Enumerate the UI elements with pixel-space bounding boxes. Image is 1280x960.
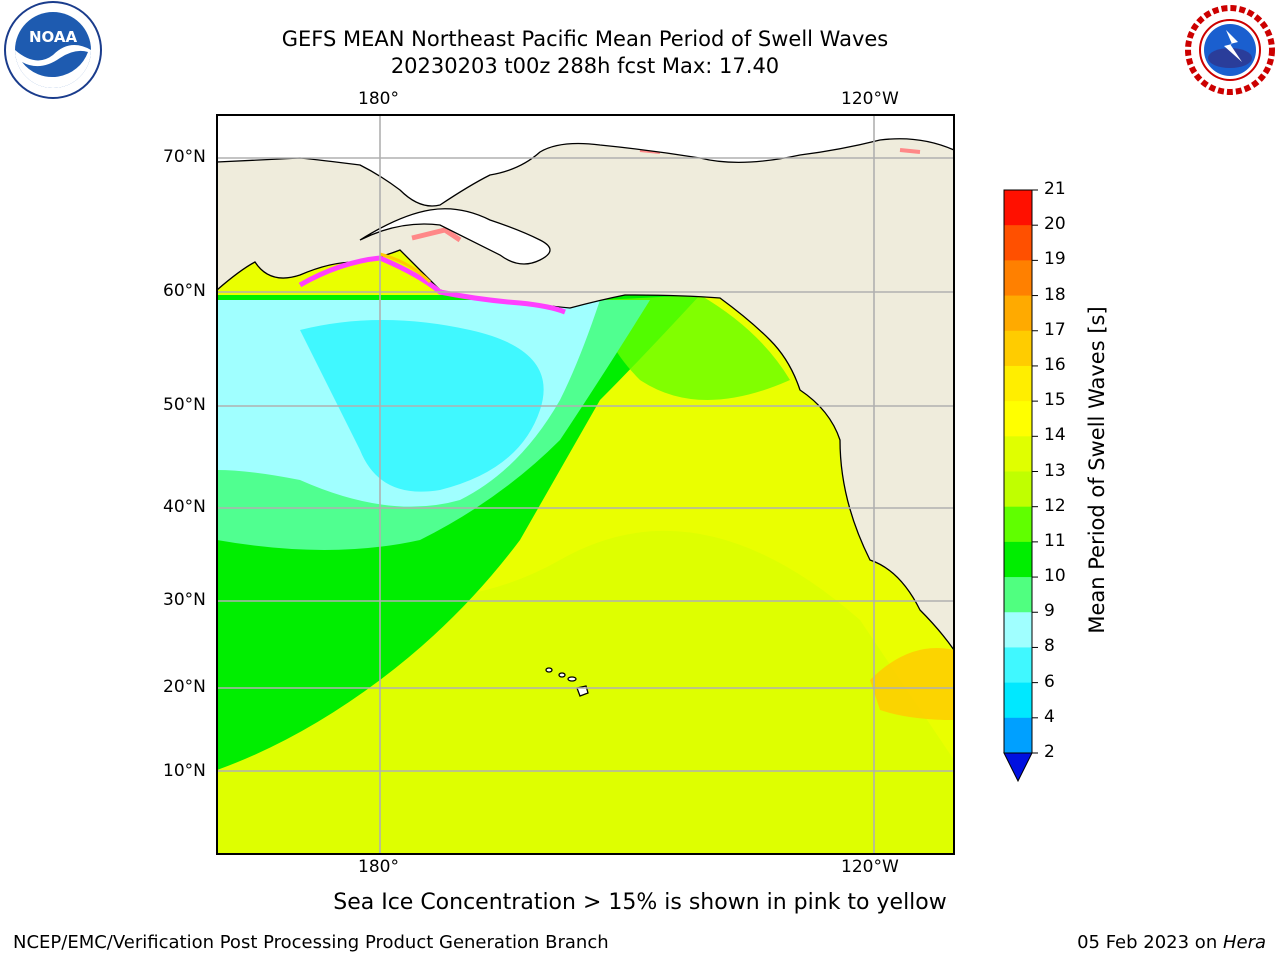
noaa-logo-text: NOAA xyxy=(29,28,78,46)
colorbar-segment xyxy=(1004,330,1032,367)
footer-machine: Hera xyxy=(1222,932,1266,953)
chart-subtitle: 20230203 t00z 288h fcst Max: 17.40 xyxy=(390,54,780,78)
colorbar-tick-label: 4 xyxy=(1044,706,1055,727)
sea-ice-bay xyxy=(411,227,462,243)
colorbar-segment xyxy=(1004,225,1032,261)
lat-label-70n: 70°N xyxy=(163,147,206,167)
colorbar-tick-label: 19 xyxy=(1044,249,1066,270)
colorbar-segment xyxy=(1004,260,1032,297)
colorbar-tick-label: 14 xyxy=(1044,425,1066,446)
graticule xyxy=(217,115,954,854)
colorbar-tick-label: 13 xyxy=(1044,460,1066,481)
colorbar-segment xyxy=(1004,401,1032,437)
colorbar-segment xyxy=(1004,612,1032,648)
chart-title: GEFS MEAN Northeast Pacific Mean Period … xyxy=(281,27,889,51)
colorbar-tick-label: 8 xyxy=(1044,636,1055,657)
noaa-logo: NOAA xyxy=(4,1,102,99)
colorbar-tick-label: 17 xyxy=(1044,319,1066,340)
colorbar-segment xyxy=(1004,471,1032,508)
bottom-lon-label-180: 180° xyxy=(358,857,399,877)
bottom-lon-label-120w: 120°W xyxy=(841,857,899,877)
lat-label-50n: 50°N xyxy=(163,395,206,415)
map-frame xyxy=(216,114,955,855)
lat-label-10n: 10°N xyxy=(163,761,206,781)
colorbar-segment xyxy=(1004,506,1032,543)
colorbar-tick-label: 21 xyxy=(1044,179,1066,199)
colorbar xyxy=(1003,189,1038,783)
land-masses xyxy=(217,115,954,652)
sea-ice-caption: Sea Ice Concentration > 15% is shown in … xyxy=(333,890,947,915)
colorbar-tick-label: 11 xyxy=(1044,530,1066,551)
colorbar-tick-label: 18 xyxy=(1044,284,1066,305)
lat-label-30n: 30°N xyxy=(163,590,206,610)
colorbar-segment xyxy=(1004,190,1032,226)
colorbar-segment xyxy=(1004,577,1032,613)
field-12s-zone xyxy=(600,295,790,400)
colorbar-segment xyxy=(1004,436,1032,472)
colorbar-segment xyxy=(1004,295,1032,332)
bering-water xyxy=(359,208,551,265)
colorbar-segment xyxy=(1004,647,1032,684)
field-16s-zone xyxy=(870,648,954,720)
colorbar-segment xyxy=(1004,541,1032,578)
colorbar-tick-label: 15 xyxy=(1044,390,1066,411)
colorbar-tick-label: 6 xyxy=(1044,671,1055,692)
lat-label-60n: 60°N xyxy=(163,281,206,301)
top-lon-label-180: 180° xyxy=(358,89,399,109)
lat-label-20n: 20°N xyxy=(163,677,206,697)
lat-label-40n: 40°N xyxy=(163,497,206,517)
top-lon-label-120w: 120°W xyxy=(841,89,899,109)
colorbar-under-triangle xyxy=(1003,752,1033,783)
sea-ice-edge-outer xyxy=(379,252,432,284)
nws-logo xyxy=(1184,4,1276,96)
land-north-arctic xyxy=(217,115,954,207)
colorbar-segment xyxy=(1004,365,1032,402)
colorbar-tick-label: 2 xyxy=(1044,742,1055,762)
colorbar-title: Mean Period of Swell Waves [s] xyxy=(1085,306,1109,634)
land-siberia xyxy=(217,115,954,652)
colorbar-tick-label: 9 xyxy=(1044,601,1055,622)
colorbar-tick-label: 16 xyxy=(1044,354,1066,375)
footer-date: 05 Feb 2023 on Hera xyxy=(1077,932,1266,953)
colorbar-segment xyxy=(1004,682,1032,719)
colorbar-tick-label: 20 xyxy=(1044,214,1066,235)
colorbar-segment xyxy=(1004,717,1032,754)
footer-date-text: 05 Feb 2023 on xyxy=(1077,932,1223,953)
colorbar-tick-label: 10 xyxy=(1044,566,1066,587)
colorbar-tick-label: 12 xyxy=(1044,495,1066,516)
footer-credit: NCEP/EMC/Verification Post Processing Pr… xyxy=(13,932,609,953)
